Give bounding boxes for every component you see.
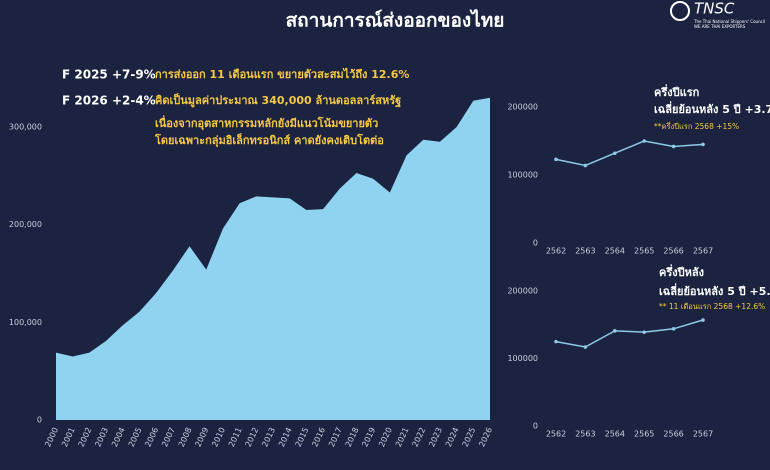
x-tick-label: 2564 (605, 247, 625, 256)
annotation: คิดเป็นมูลค่าประมาณ 340,000 ล้านดอลลาร์ส… (155, 93, 401, 108)
annotation: F 2026 +2-4% (62, 94, 156, 108)
y-tick-label: 200000 (507, 103, 538, 112)
point (642, 330, 646, 334)
y-tick-label: 0 (533, 239, 538, 248)
y-tick-label: 0 (533, 422, 538, 431)
annotation: โดยเฉพาะกลุ่มอิเล็กทรอนิกส์ คาดยังคงเติบ… (154, 133, 384, 148)
annotation: F 2025 +7-9% (62, 68, 156, 82)
chart-subtitle: เฉลี่ยย้อนหลัง 5 ปี +5.1% (659, 283, 770, 298)
y-tick-label: 0 (37, 416, 42, 425)
x-tick-label: 2562 (546, 430, 566, 439)
page-title: สถานการณ์ส่งออกของไทย (286, 9, 505, 32)
chart-title: ครึ่งปีแรก (654, 84, 700, 99)
point (671, 327, 676, 331)
logo-icon (670, 1, 690, 21)
chart-note: ** 11 เดือนแรก 2568 +12.6% (659, 302, 765, 311)
logo-org: The Thai National Shippers' Council (693, 19, 765, 24)
point (554, 157, 558, 162)
point (701, 142, 705, 147)
point (613, 151, 617, 156)
y-tick-label: 100000 (507, 171, 538, 180)
point (583, 163, 588, 168)
x-tick-label: 2566 (663, 247, 683, 256)
y-tick-label: 200000 (507, 287, 538, 296)
point (613, 329, 617, 333)
y-tick-label: 100000 (507, 354, 538, 363)
logo-motto: WE ARE THAI EXPORTERS (694, 24, 746, 29)
x-tick-label: 2566 (663, 430, 683, 439)
chart-title: ครึ่งปีหลัง (659, 264, 704, 279)
x-tick-label: 2567 (693, 430, 713, 439)
x-tick-label: 2565 (634, 247, 654, 256)
chart-note: **ครึ่งปีแรก 2568 +15% (654, 121, 739, 131)
point (701, 318, 705, 322)
point (583, 345, 588, 349)
x-tick-label: 2562 (546, 247, 566, 256)
annotation: เนื่องจากอุตสาหกรรมหลักยังมีแนวโน้มขยายต… (155, 115, 378, 131)
chart-subtitle: เฉลี่ยย้อนหลัง 5 ปี +3.7% (654, 101, 770, 116)
x-tick-label: 2563 (575, 430, 595, 439)
logo: TNSC The Thai National Shippers' Council… (670, 0, 765, 29)
point (671, 144, 676, 149)
y-tick-label: 200,000 (9, 220, 42, 229)
x-tick-label: 2565 (634, 430, 654, 439)
logo-mark: TNSC (694, 0, 735, 18)
area (56, 97, 490, 420)
x-tick-label: 2563 (575, 247, 595, 256)
point (642, 139, 646, 143)
annotation: การส่งออก 11 เดือนแรก ขยายตัวสะสมไว้ถึง … (155, 67, 409, 81)
point (554, 339, 558, 344)
x-tick-label: 2567 (693, 247, 713, 256)
y-tick-label: 300,000 (9, 123, 42, 132)
line (555, 140, 704, 167)
y-tick-label: 100,000 (9, 318, 42, 327)
x-tick-label: 2564 (605, 430, 625, 439)
line (555, 319, 704, 348)
